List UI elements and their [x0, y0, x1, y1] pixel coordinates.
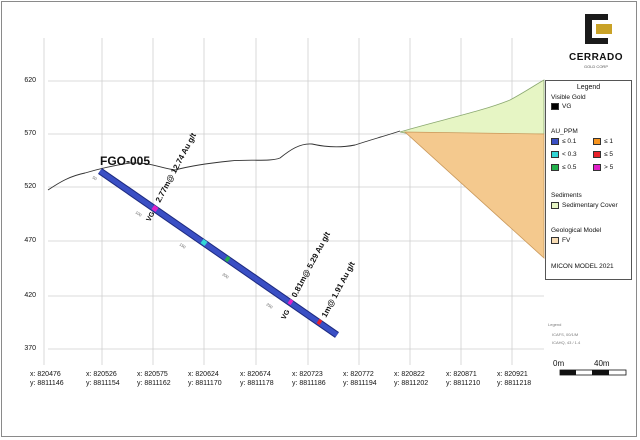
drillhole-trace [98, 168, 339, 338]
minor-note: ICAHQ, 43 / 1.4 [552, 340, 581, 345]
depth-mark: 150 [178, 242, 187, 250]
assay-interval-gt5-lower [287, 298, 294, 306]
y-tick-label: 470 [24, 237, 36, 244]
x-tick-label: x: 820822 y: 8811202 [394, 371, 429, 387]
depth-mark: 100 [134, 210, 143, 218]
legend-item-au: ≤ 0.1 [562, 138, 577, 145]
intercept-label-2: 0.81m@ 5.29 Au g/t [290, 230, 332, 299]
x-tick-label: x: 820674 y: 8811178 [240, 371, 274, 387]
legend-heading-au-ppm: AU_PPM [551, 128, 578, 135]
legend-item-vg: VG [562, 103, 572, 110]
legend-footer: MICON MODEL 2021 [551, 263, 614, 270]
legend-item-au: ≤ 0.5 [562, 164, 577, 171]
logo-subtitle: GOLD CORP [583, 64, 608, 69]
sedimentary-cover [399, 79, 545, 135]
y-tick-label: 570 [24, 130, 36, 137]
legend-item-au: > 5 [604, 164, 614, 171]
legend-swatch-fv [551, 237, 559, 244]
scale-bar [559, 369, 627, 376]
legend-swatch-au-le-0-1 [551, 138, 559, 145]
x-tick-label: x: 820921 y: 8811218 [497, 371, 532, 387]
legend-swatch-au-lt-0-3 [551, 151, 559, 158]
legend-heading-geological-model: Geological Model [551, 227, 602, 234]
x-tick-label: x: 820723 y: 8811186 [292, 371, 326, 387]
legend-swatch-au-le-1 [593, 138, 601, 145]
legend-swatch-au-le-0-5 [551, 164, 559, 171]
y-tick-label: 370 [24, 345, 36, 352]
cerrado-logo-mark [585, 14, 612, 44]
x-tick-label: x: 820526 y: 8811154 [86, 371, 120, 387]
legend-swatch-au-gt-5 [593, 164, 601, 171]
intercept-label-3: 1m@ 1.91 Au g/t [320, 260, 357, 319]
x-tick-label: x: 820624 y: 8811170 [188, 371, 222, 387]
legend-item-au: ≤ 1 [604, 138, 613, 145]
fv-geological-body [403, 131, 545, 259]
y-tick-label: 420 [24, 292, 36, 299]
legend-heading-sediments: Sediments [551, 192, 582, 199]
grid-lines [43, 38, 544, 365]
legend-item-au: ≤ 5 [604, 151, 613, 158]
drillhole-id: FGO-005 [100, 154, 150, 168]
scale-label-start: 0m [553, 359, 565, 368]
vg-tag-1: VG [146, 210, 157, 223]
legend-swatch-vg [551, 103, 559, 110]
legend-swatch-au-le-5 [593, 151, 601, 158]
topography-line [47, 130, 401, 191]
legend-item-sedimentary-cover: Sedimentary Cover [562, 202, 618, 209]
depth-mark: 200 [221, 272, 230, 280]
x-tick-label: x: 820772 y: 8811194 [343, 371, 377, 387]
depth-mark: 250 [265, 302, 274, 310]
scale-label-end: 40m [594, 359, 610, 368]
y-tick-label: 620 [24, 77, 36, 84]
legend-item-au: < 0.3 [562, 151, 577, 158]
assay-interval-low-2 [224, 255, 231, 263]
intercept-label-1: 2.77m@ 12.74 Au g/t [154, 131, 198, 204]
legend-heading-visible-gold: Visible Gold [551, 94, 586, 101]
legend-swatch-sedimentary-cover [551, 202, 559, 209]
legend-item-fv: FV [562, 237, 571, 244]
minor-note: Legend [548, 322, 562, 327]
minor-note: ICAFS, 00/1/M [552, 332, 579, 337]
legend-title: Legend [576, 84, 601, 91]
legend-panel: Legend Visible Gold VG AU_PPM ≤ 0.1 < 0.… [545, 80, 632, 280]
x-tick-label: x: 820575 y: 8811162 [137, 371, 171, 387]
depth-mark: 50 [91, 175, 98, 182]
assay-interval-gt5-upper [151, 205, 159, 212]
y-tick-label: 520 [24, 183, 36, 190]
logo-name: CERRADO [568, 52, 624, 63]
x-tick-label: x: 820871 y: 8811210 [446, 371, 481, 387]
x-tick-label: x: 820476 y: 8811146 [30, 371, 64, 387]
company-logo: CERRADO GOLD CORP [565, 8, 627, 72]
assay-interval-1-5 [316, 318, 323, 326]
assay-interval-low-1 [200, 239, 208, 246]
vg-tag-2: VG [281, 308, 292, 321]
